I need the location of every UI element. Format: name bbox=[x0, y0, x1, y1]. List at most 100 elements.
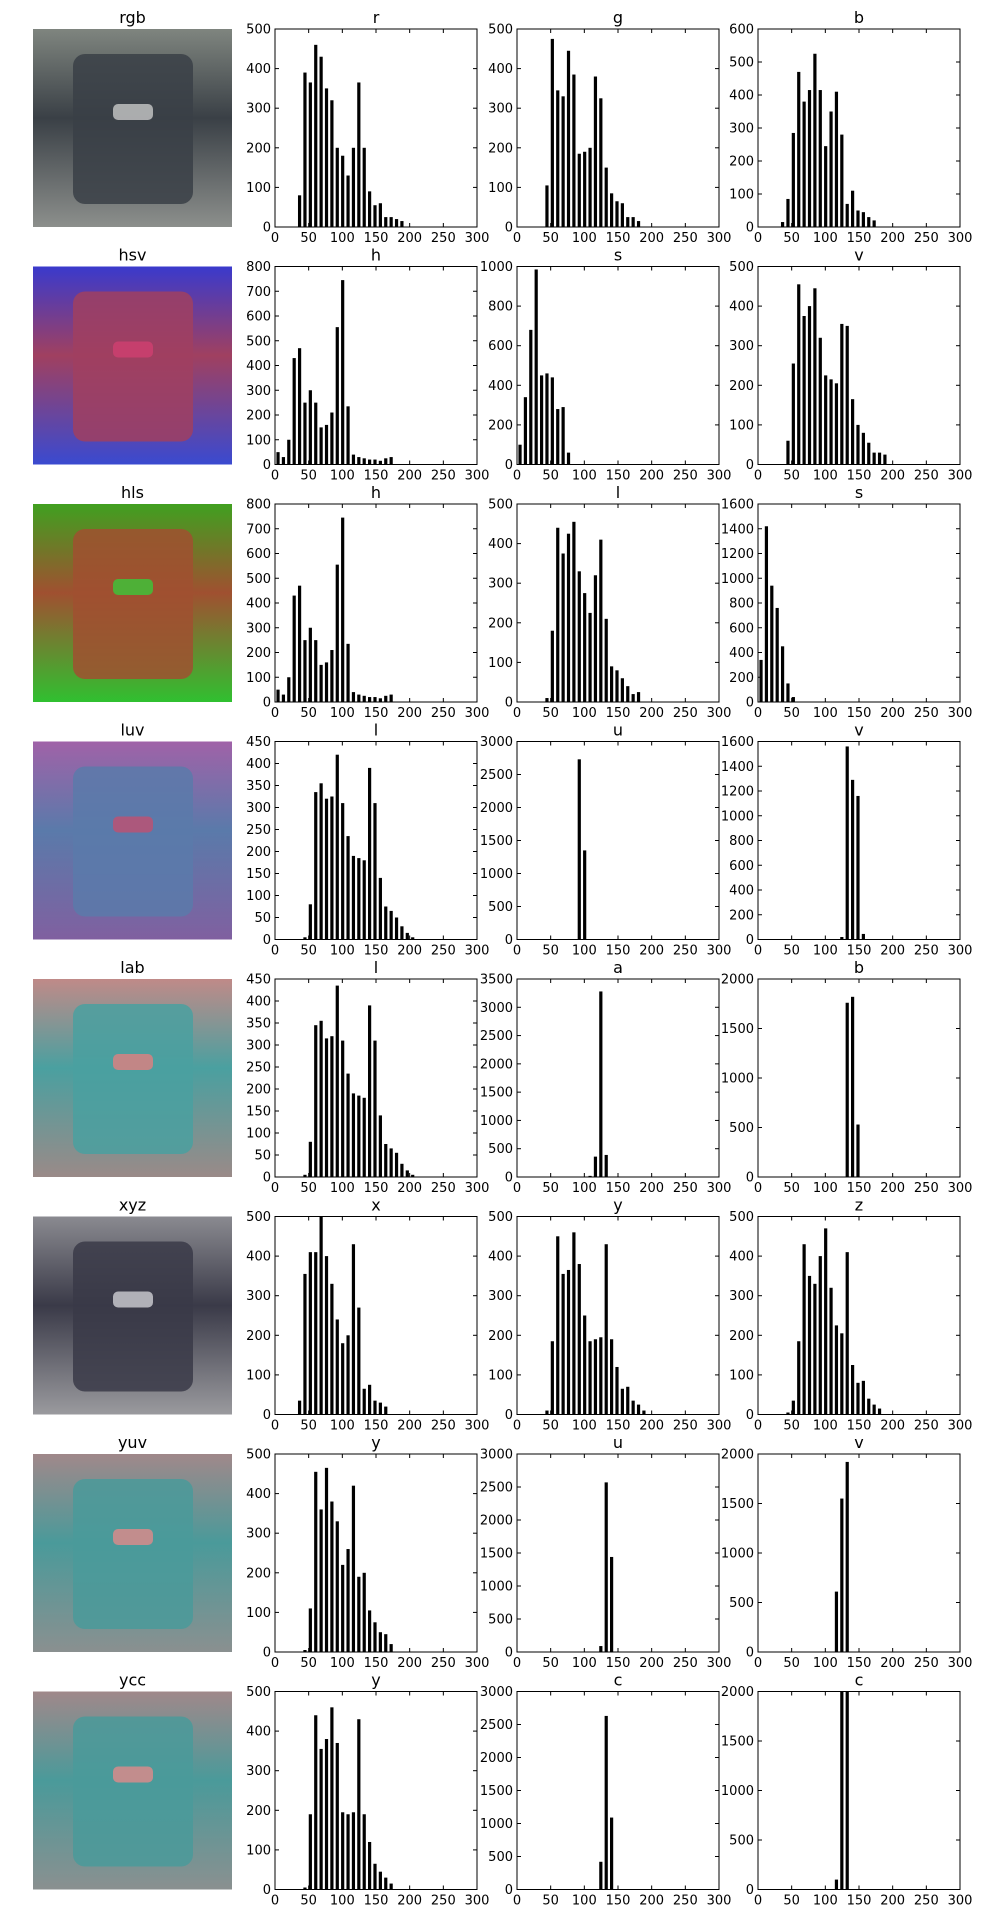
y-tick-label: 1000 bbox=[480, 260, 513, 275]
x-tick-label: 200 bbox=[397, 469, 422, 484]
chart-title: y bbox=[371, 1433, 380, 1452]
y-tick-label: 450 bbox=[246, 973, 271, 988]
histogram-bar bbox=[373, 697, 377, 702]
histogram-bar bbox=[330, 412, 334, 465]
histogram-bar bbox=[324, 424, 329, 465]
histogram-bar bbox=[330, 1036, 334, 1177]
histogram-bar bbox=[856, 1124, 860, 1177]
histogram-bar bbox=[867, 1398, 871, 1415]
histogram-bar bbox=[861, 1380, 865, 1415]
y-tick-label: 100 bbox=[488, 1368, 513, 1383]
histogram-bar bbox=[341, 1040, 345, 1177]
y-tick-label: 1500 bbox=[480, 834, 513, 849]
y-tick-label: 700 bbox=[246, 522, 271, 537]
y-tick-label: 2000 bbox=[480, 1751, 513, 1766]
histogram-bar bbox=[276, 689, 280, 703]
y-tick-label: 2000 bbox=[480, 801, 513, 816]
car-shape bbox=[73, 291, 193, 442]
histogram-bar bbox=[583, 151, 587, 227]
histogram-bar bbox=[851, 190, 855, 227]
histogram-bar bbox=[802, 101, 806, 227]
histogram-bar bbox=[314, 402, 318, 465]
x-tick-label: 150 bbox=[364, 1181, 389, 1196]
x-tick-label: 0 bbox=[754, 1656, 762, 1671]
y-tick-label: 1500 bbox=[480, 1086, 513, 1101]
x-tick-label: 100 bbox=[572, 1894, 597, 1909]
y-tick-label: 2000 bbox=[480, 1514, 513, 1529]
image-title: ycc bbox=[119, 1671, 146, 1690]
histogram-bar bbox=[292, 358, 296, 465]
histogram-luv-1: u0 50 100 150 200 250 300050010001500200025003… bbox=[480, 721, 732, 959]
histogram-bar bbox=[362, 458, 366, 465]
histogram-bar bbox=[378, 877, 382, 940]
axes-frame bbox=[757, 1691, 961, 1890]
y-tick-label: 250 bbox=[246, 1061, 271, 1076]
x-tick-label: 100 bbox=[572, 1656, 597, 1671]
histogram-bar bbox=[845, 746, 849, 940]
x-tick-label: 150 bbox=[606, 1181, 631, 1196]
histogram-bar bbox=[877, 452, 882, 465]
histogram-bar bbox=[599, 1646, 603, 1652]
histogram-bar bbox=[362, 1572, 366, 1652]
x-tick-label: 200 bbox=[880, 231, 905, 246]
y-tick-label: 600 bbox=[246, 547, 271, 562]
histogram-bar bbox=[856, 210, 860, 227]
x-tick-label: 200 bbox=[880, 944, 905, 959]
histogram-bar bbox=[877, 1408, 882, 1415]
histogram-bar bbox=[604, 1715, 608, 1890]
histogram-hls-0: h 0 50 100 150 200 250 300 0 100 200 300 400 500 600 70… bbox=[246, 483, 489, 721]
histogram-bar bbox=[840, 1498, 844, 1652]
histogram-hls-1: l 0 50 100 150 200 250 300 0 100 200 300 400 500 bbox=[488, 483, 731, 721]
y-tick-label: 600 bbox=[488, 339, 513, 354]
histogram-bar bbox=[357, 1719, 361, 1890]
histogram-bar bbox=[834, 91, 839, 227]
y-tick-label: 100 bbox=[246, 1606, 271, 1621]
chart-title: u bbox=[613, 721, 623, 740]
y-tick-label: 1600 bbox=[721, 498, 754, 513]
x-tick-label: 200 bbox=[639, 1181, 664, 1196]
x-tick-label: 50 bbox=[300, 231, 317, 246]
histogram-bar bbox=[797, 284, 801, 465]
histogram-bar bbox=[303, 402, 307, 465]
chart-title: z bbox=[855, 1196, 863, 1215]
x-tick-label: 250 bbox=[431, 1656, 456, 1671]
x-tick-label: 300 bbox=[707, 231, 732, 246]
histogram-bar bbox=[829, 1287, 833, 1415]
y-tick-label: 500 bbox=[246, 1210, 271, 1225]
x-tick-label: 300 bbox=[948, 706, 973, 721]
histogram-bar bbox=[588, 147, 592, 227]
y-tick-label: 1500 bbox=[480, 1784, 513, 1799]
x-tick-label: 250 bbox=[914, 1894, 939, 1909]
chart-title: x bbox=[371, 1196, 380, 1215]
histogram-bar bbox=[583, 593, 587, 702]
histogram-bar bbox=[770, 585, 774, 702]
x-tick-label: 100 bbox=[330, 1419, 355, 1434]
y-tick-label: 500 bbox=[729, 1596, 754, 1611]
histogram-bar bbox=[529, 329, 533, 465]
chart-title: h bbox=[371, 483, 381, 502]
license-plate bbox=[113, 104, 153, 120]
histogram-bar bbox=[303, 1887, 307, 1890]
histogram-bar bbox=[818, 337, 822, 465]
x-tick-label: 0 bbox=[513, 1656, 521, 1671]
x-tick-label: 300 bbox=[465, 944, 490, 959]
histogram-bar bbox=[626, 217, 630, 227]
histogram-bar bbox=[813, 53, 817, 227]
x-tick-label: 0 bbox=[271, 944, 279, 959]
histogram-bar bbox=[872, 220, 876, 227]
x-tick-label: 0 bbox=[271, 1419, 279, 1434]
histogram-bar bbox=[834, 383, 839, 465]
x-tick-label: 250 bbox=[431, 1181, 456, 1196]
histogram-bar bbox=[545, 1410, 549, 1415]
histogram-bar bbox=[319, 56, 323, 227]
axes-frame bbox=[274, 1691, 478, 1890]
histogram-bar bbox=[384, 458, 388, 465]
x-tick-label: 250 bbox=[431, 944, 456, 959]
histogram-bar bbox=[308, 1141, 312, 1177]
histogram-bar bbox=[319, 1020, 323, 1177]
histogram-bar bbox=[813, 1283, 817, 1415]
histogram-bar bbox=[308, 1608, 312, 1652]
x-tick-label: 100 bbox=[813, 469, 838, 484]
histogram-bar bbox=[357, 694, 361, 702]
histogram-bar bbox=[599, 991, 603, 1177]
